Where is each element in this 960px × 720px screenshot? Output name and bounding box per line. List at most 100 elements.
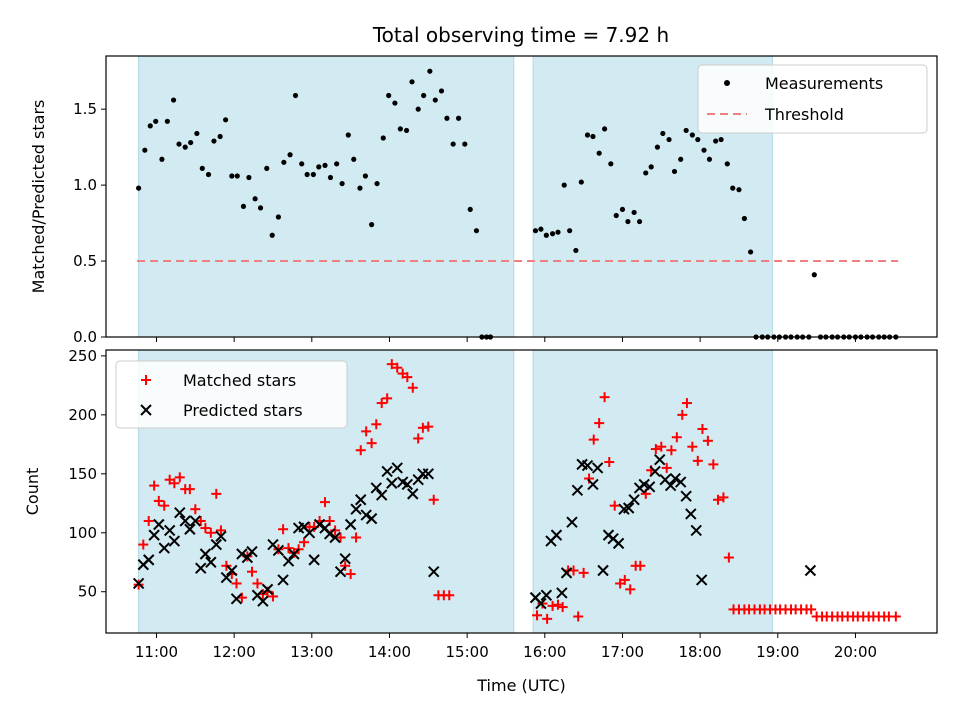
cross-b bbox=[386, 477, 398, 489]
matched-point bbox=[609, 500, 620, 511]
predicted-point bbox=[566, 516, 578, 528]
measurement-point bbox=[234, 173, 240, 179]
top-legend-box bbox=[697, 64, 928, 134]
cross-b bbox=[179, 515, 191, 527]
predicted-point bbox=[163, 524, 176, 537]
cross-b bbox=[576, 458, 588, 471]
cross-b bbox=[690, 524, 702, 537]
predicted-point bbox=[195, 562, 207, 574]
cross-b bbox=[277, 574, 289, 586]
matched-point bbox=[712, 494, 723, 505]
measurement-point bbox=[310, 171, 316, 178]
matched-point bbox=[159, 500, 170, 511]
predicted-point bbox=[323, 528, 336, 540]
measurement-point bbox=[613, 212, 619, 219]
predicted-point bbox=[612, 537, 625, 550]
matched-point bbox=[351, 532, 362, 543]
predicted-point bbox=[560, 567, 573, 579]
measurement-point bbox=[339, 180, 345, 187]
bottom-panel: 11:00 12:00 13:00 14:00 15:00 16:00 17:00 18:00… bbox=[23, 347, 938, 695]
top-axes-frame bbox=[105, 55, 938, 338]
measurement-point bbox=[689, 132, 695, 138]
bottom-axes-frame bbox=[105, 349, 938, 634]
predicted-point bbox=[344, 518, 357, 531]
measurement-point bbox=[543, 232, 549, 238]
cross-b bbox=[174, 507, 186, 519]
cross-b bbox=[246, 545, 258, 558]
measurement-point bbox=[380, 135, 386, 141]
matched-point bbox=[677, 409, 688, 420]
predicted-point bbox=[690, 524, 702, 537]
matched-point bbox=[428, 494, 439, 505]
matched-point bbox=[708, 459, 719, 470]
predicted-point bbox=[628, 494, 640, 506]
bottom-y-tick-label: 200 bbox=[68, 406, 97, 424]
matched-point bbox=[444, 590, 455, 601]
measurement-point bbox=[730, 185, 736, 191]
cross-b bbox=[638, 478, 650, 491]
matched-point bbox=[723, 552, 734, 563]
matched-point bbox=[361, 426, 372, 437]
matched-point bbox=[619, 574, 630, 585]
predicted-point bbox=[199, 548, 212, 560]
cross-b bbox=[339, 553, 351, 565]
cross-b bbox=[195, 562, 207, 574]
predicted-point bbox=[272, 544, 285, 557]
cross-b bbox=[360, 509, 372, 521]
measurement-point bbox=[386, 92, 392, 99]
cross-b bbox=[659, 474, 671, 486]
cross-b bbox=[267, 538, 279, 551]
predicted-point bbox=[303, 527, 316, 539]
matched-point bbox=[247, 566, 258, 577]
legend-threshold-label: Threshold bbox=[764, 105, 844, 124]
predicted-point bbox=[143, 554, 155, 566]
matched-point bbox=[252, 578, 263, 589]
predicted-point bbox=[355, 494, 367, 506]
cross-b bbox=[680, 490, 692, 502]
cross-b bbox=[643, 481, 656, 493]
measurement-point bbox=[327, 174, 334, 181]
top-legend: Measurements Threshold bbox=[697, 64, 928, 134]
predicted-point bbox=[365, 512, 378, 525]
cross-b bbox=[215, 530, 227, 543]
matched-point bbox=[702, 435, 713, 446]
matched-point bbox=[211, 488, 222, 499]
measurement-point bbox=[619, 206, 626, 213]
predicted-point bbox=[581, 459, 594, 472]
measurement-point bbox=[450, 141, 456, 147]
matched-point bbox=[578, 567, 589, 578]
matched-point bbox=[149, 480, 160, 491]
measurement-point bbox=[403, 127, 410, 134]
matched-point bbox=[278, 524, 289, 535]
predicted-point bbox=[168, 535, 181, 547]
matched-point bbox=[174, 472, 185, 483]
cross-b bbox=[612, 537, 625, 550]
legend-matched-label: Matched stars bbox=[183, 371, 296, 390]
predicted-point bbox=[391, 462, 403, 474]
measurement-point bbox=[683, 127, 689, 134]
measurement-point bbox=[811, 272, 817, 278]
measurement-point bbox=[194, 130, 200, 137]
x-axis-label: Time (UTC) bbox=[476, 676, 565, 695]
cross-b bbox=[298, 521, 310, 533]
cross-b bbox=[375, 489, 388, 501]
cross-b bbox=[566, 516, 578, 528]
predicted-point bbox=[308, 554, 320, 566]
cross-b bbox=[401, 478, 414, 491]
cross-b bbox=[550, 529, 563, 541]
measurement-point bbox=[374, 180, 380, 187]
measurement-point bbox=[182, 144, 188, 150]
measurement-point bbox=[602, 126, 608, 132]
measurement-point bbox=[636, 218, 643, 225]
predicted-point bbox=[804, 564, 817, 577]
matched-point bbox=[666, 445, 677, 456]
matched-point bbox=[542, 613, 553, 624]
measurement-point bbox=[666, 136, 672, 143]
top-y-tick-label: 0.0 bbox=[73, 328, 97, 346]
legend-matched-marker bbox=[141, 375, 151, 385]
matched-stars-points bbox=[133, 359, 901, 624]
measurement-point bbox=[467, 206, 473, 213]
predicted-point bbox=[360, 509, 372, 521]
measurement-point bbox=[421, 92, 427, 99]
cross-b bbox=[344, 518, 357, 531]
